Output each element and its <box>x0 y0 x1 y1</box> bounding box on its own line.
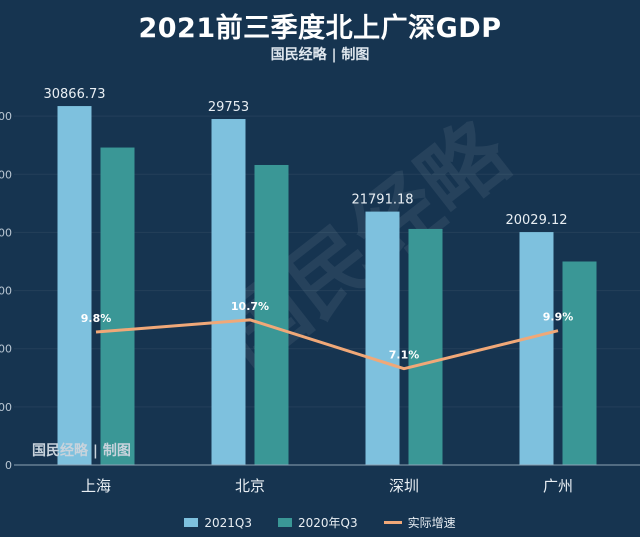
x-tick-label: 广州 <box>543 477 573 495</box>
bar-2020q3 <box>562 261 597 465</box>
growth-line-layer <box>95 318 559 371</box>
watermark-stamp: 国民经略 | 制图 <box>32 443 131 459</box>
y-tick-label: 10000 <box>0 343 12 356</box>
x-tick-label: 深圳 <box>389 477 419 495</box>
y-tick-label: 5000 <box>0 401 12 414</box>
legend-swatch-growth <box>383 521 402 524</box>
y-tick-label: 15000 <box>0 285 12 298</box>
bar-2020q3 <box>254 164 289 466</box>
chart-subtitle: 国民经略 | 制图 <box>270 47 370 63</box>
y-tick-label: 30000 <box>0 110 12 123</box>
bar-2020q3 <box>408 228 443 465</box>
bars-layer <box>57 106 597 466</box>
legend-swatch-2020q3 <box>277 518 292 527</box>
legend-item-growth: 实际增速 <box>383 514 456 531</box>
growth-label: 10.7% <box>231 300 269 313</box>
legend-swatch-2021q3 <box>184 518 199 527</box>
y-tick-label: 25000 <box>0 168 12 181</box>
legend: 2021Q3 2020年Q3 实际增速 <box>0 514 640 531</box>
legend-label-growth: 实际增速 <box>407 516 456 530</box>
bar-value-label: 29753 <box>208 100 249 115</box>
labels-layer: 30866.73 上海 29753 北京 21791.18 深圳 20029.12 广州 9.8… <box>43 87 573 495</box>
bar-value-label: 20029.12 <box>505 213 567 228</box>
growth-label: 9.9% <box>543 311 574 324</box>
legend-item-2021q3: 2021Q3 <box>184 514 252 531</box>
legend-label-2020q3: 2020年Q3 <box>297 516 358 530</box>
legend-label-2021q3: 2021Q3 <box>204 515 252 530</box>
x-tick-label: 北京 <box>235 477 265 495</box>
chart-title: 2021前三季度北上广深GDP <box>138 13 502 44</box>
bar-2021q3 <box>365 211 400 465</box>
growth-line <box>95 318 559 371</box>
bar-value-label: 30866.73 <box>43 87 105 102</box>
y-tick-label: 20000 <box>0 226 12 239</box>
y-tick-label: 0 <box>5 459 12 472</box>
bar-2021q3 <box>211 119 246 466</box>
bar-2021q3 <box>57 106 92 465</box>
legend-item-2020q3: 2020年Q3 <box>277 514 358 531</box>
bar-2020q3 <box>100 147 135 466</box>
growth-label: 7.1% <box>389 349 420 362</box>
growth-label: 9.8% <box>81 312 112 325</box>
bar-value-label: 21791.18 <box>351 193 413 208</box>
bar-2021q3 <box>519 232 554 465</box>
x-tick-label: 上海 <box>81 477 111 495</box>
